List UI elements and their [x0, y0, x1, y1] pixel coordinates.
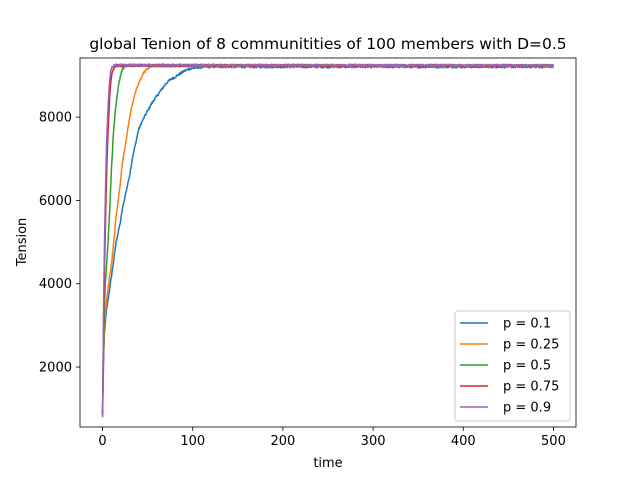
- legend-label-4: p = 0.75: [503, 380, 559, 395]
- y-axis-label: Tension: [15, 218, 30, 268]
- legend-label-3: p = 0.5: [503, 359, 551, 374]
- chart-title: global Tenion of 8 communitities of 100 …: [89, 35, 566, 53]
- x-tick-label-3: 200: [270, 434, 295, 449]
- axes-frame: [79, 57, 577, 428]
- y-tick-label-1: 2000: [39, 361, 72, 376]
- legend-label-2: p = 0.25: [503, 338, 559, 353]
- y-tick-label-2: 4000: [39, 277, 72, 292]
- y-tick-label-4: 8000: [39, 111, 72, 126]
- x-tick-label-2: 100: [180, 434, 205, 449]
- legend-box: [454, 310, 571, 422]
- legend: p = 0.1 p = 0.25 p = 0.5 p = 0.75 p = 0.9: [454, 310, 571, 422]
- x-tick-label-5: 400: [451, 434, 476, 449]
- legend-label-1: p = 0.1: [503, 317, 551, 332]
- x-axis-label: time: [313, 456, 342, 471]
- axes: 0 100 200 300 400 500 2000 4000 6000 8000: [39, 57, 577, 449]
- legend-label-5: p = 0.9: [503, 401, 551, 416]
- series-line-5: [101, 63, 555, 418]
- x-tick-label-4: 300: [361, 434, 386, 449]
- x-tick-label-1: 0: [98, 434, 106, 449]
- plot-area: [101, 63, 555, 418]
- y-tick-label-3: 6000: [39, 194, 72, 209]
- x-tick-label-6: 500: [541, 434, 566, 449]
